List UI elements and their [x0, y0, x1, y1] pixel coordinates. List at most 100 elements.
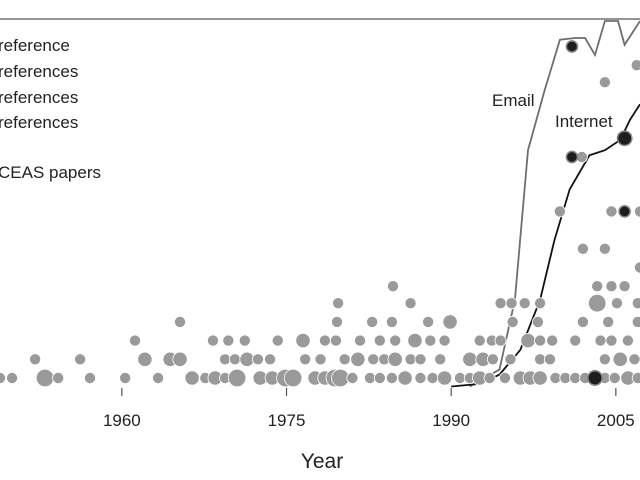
dot [350, 351, 366, 367]
dot [610, 297, 623, 310]
dot [634, 261, 640, 274]
dot [618, 205, 631, 218]
dot [605, 280, 618, 293]
dot [414, 353, 427, 366]
dot [238, 334, 251, 347]
x-tick-label: 1960 [103, 411, 141, 430]
x-tick-label: 2005 [597, 411, 635, 430]
dot [318, 334, 331, 347]
legend-label: reference [0, 36, 70, 55]
dot [299, 353, 312, 366]
x-axis-label: Year [301, 450, 343, 473]
dot [605, 205, 618, 218]
dot [531, 315, 544, 328]
dot [591, 280, 604, 293]
line-label: Email [492, 91, 535, 110]
dot [84, 371, 97, 384]
dot [534, 297, 547, 310]
dot [587, 294, 607, 313]
dot [494, 297, 507, 310]
dot [543, 353, 556, 366]
dot [546, 334, 559, 347]
dot [630, 59, 640, 72]
dot [137, 351, 153, 367]
dot [565, 40, 579, 53]
dot [6, 371, 19, 384]
dot [206, 334, 219, 347]
dot [534, 334, 547, 347]
dot [74, 353, 87, 366]
dot [172, 351, 188, 367]
dot [505, 297, 518, 310]
dot [587, 370, 603, 386]
legend-label: references [0, 62, 78, 81]
dot [486, 353, 499, 366]
dot [414, 371, 427, 384]
dot [387, 280, 400, 293]
dot [52, 371, 65, 384]
dot [569, 334, 582, 347]
dot [422, 315, 435, 328]
dot [602, 315, 615, 328]
dot [404, 297, 417, 310]
dot [0, 372, 6, 384]
dot [598, 76, 611, 89]
dot [35, 368, 55, 388]
dot [598, 242, 611, 255]
dot [407, 332, 423, 349]
dot [442, 314, 458, 330]
dot [616, 130, 633, 147]
dot [332, 297, 345, 310]
dot [283, 368, 303, 388]
dot [532, 370, 548, 386]
dot [227, 368, 247, 388]
dot [436, 370, 453, 386]
dot [174, 315, 187, 328]
dot [594, 334, 607, 347]
dot [631, 372, 640, 384]
legend-label: CEAS papers [0, 163, 101, 182]
dot [397, 370, 413, 386]
dot [473, 334, 486, 347]
dot [598, 353, 611, 366]
dot [228, 353, 241, 366]
dot [251, 353, 264, 366]
dot [553, 205, 566, 218]
dot [387, 351, 403, 367]
dot [621, 334, 634, 347]
dot [373, 371, 386, 384]
dot [565, 150, 579, 164]
dot [152, 371, 165, 384]
dot [618, 280, 631, 293]
x-tick-label: 1990 [432, 411, 470, 430]
dot [373, 334, 386, 347]
dot [494, 334, 507, 347]
dot [628, 353, 640, 366]
dot [438, 334, 451, 347]
dot [346, 371, 359, 384]
legend-label: references [0, 88, 78, 107]
dot [385, 315, 398, 328]
dot [631, 297, 640, 310]
dot [329, 334, 342, 347]
dot [634, 205, 640, 218]
dot [424, 334, 437, 347]
dot [331, 315, 344, 328]
dot [354, 334, 367, 347]
dot [222, 334, 235, 347]
line [469, 20, 640, 388]
dot [576, 242, 589, 255]
dot [129, 334, 142, 347]
dot [506, 315, 519, 328]
dot [426, 371, 439, 384]
dot [498, 371, 511, 384]
dot [264, 353, 277, 366]
dot [612, 351, 628, 367]
dot [314, 353, 327, 366]
x-tick-label: 1975 [268, 411, 306, 430]
dot [29, 353, 42, 366]
dot [385, 371, 398, 384]
dot [119, 371, 132, 384]
dot [271, 334, 284, 347]
